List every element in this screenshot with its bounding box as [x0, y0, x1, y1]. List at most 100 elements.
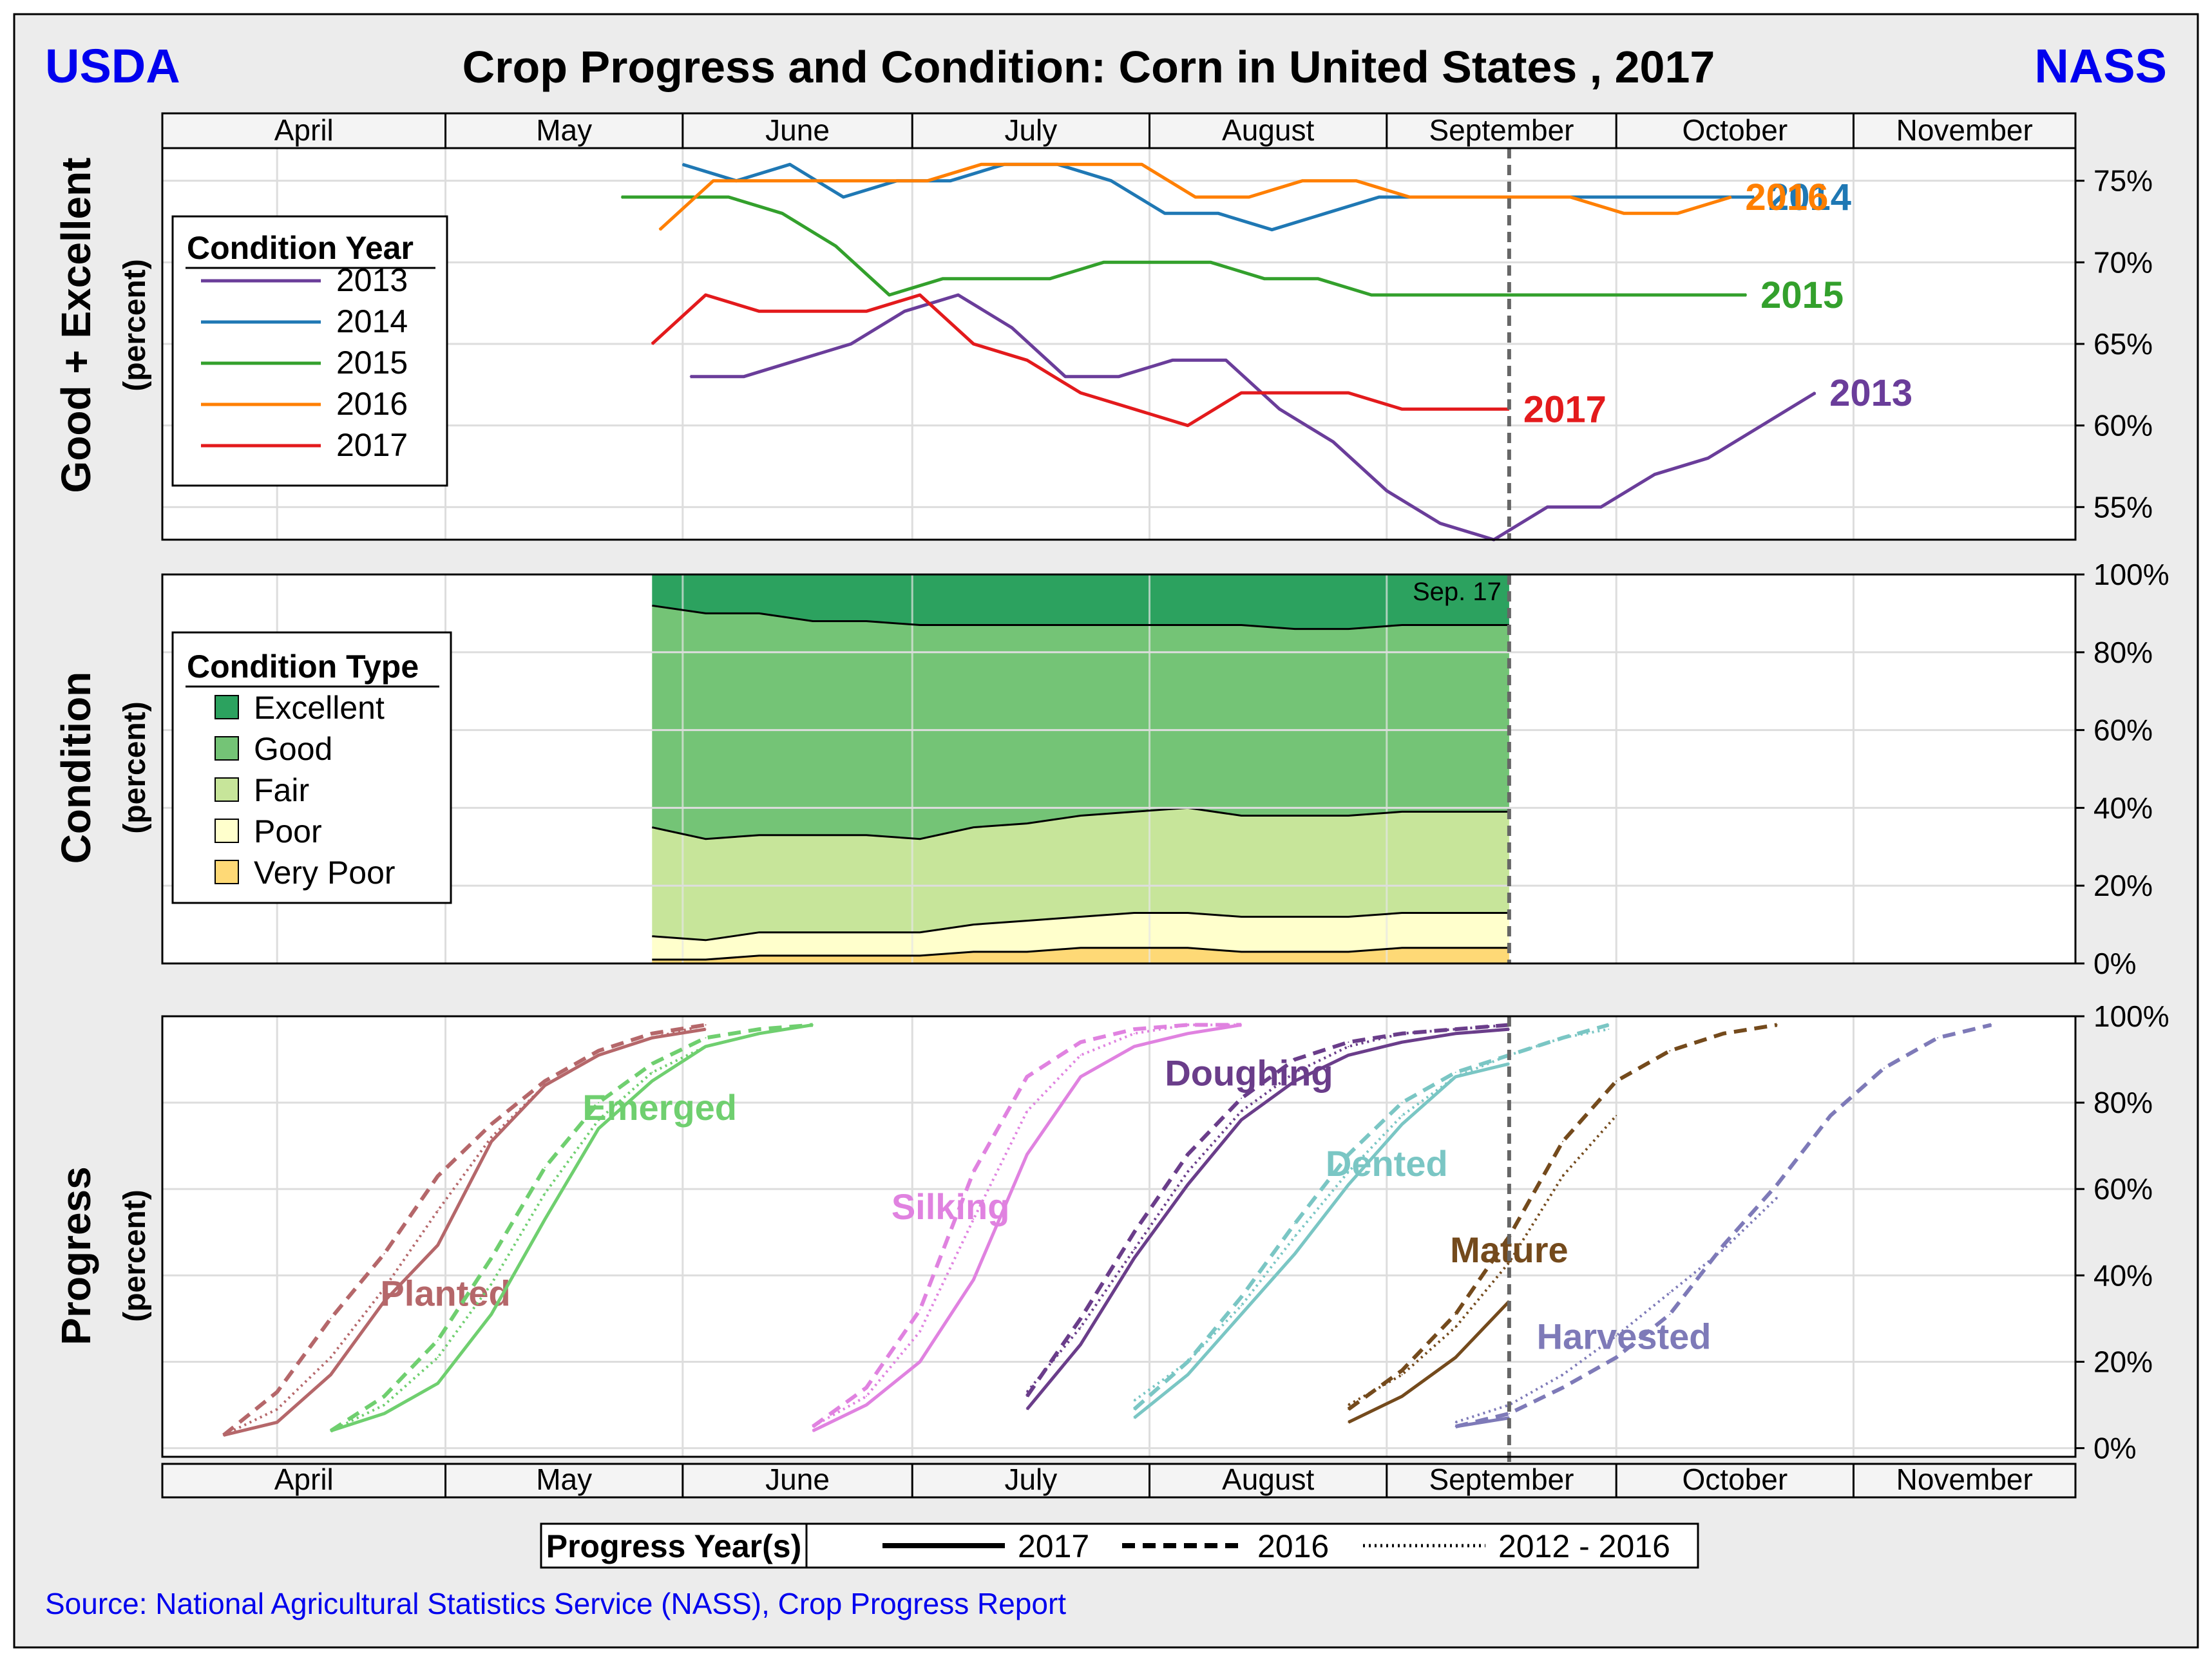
prog-point-mature — [1348, 1408, 1349, 1410]
condition-type-legend-box — [171, 631, 452, 904]
prog-point-emerged — [437, 1339, 439, 1341]
bottom-month-label-november: November — [1896, 1463, 2033, 1496]
prog-point-dented — [1187, 1361, 1188, 1363]
prog-point-emerged — [651, 1063, 653, 1065]
prog-point-harvested — [1454, 1426, 1456, 1428]
ge-point-2015 — [1585, 294, 1587, 296]
prog-line-emerged-s2012_2016 — [330, 1023, 814, 1432]
prog-point-doughing — [1348, 1045, 1349, 1047]
ge-point-2013 — [689, 375, 691, 377]
cond-ytick-label: 40% — [2093, 791, 2153, 824]
ge-point-2016 — [766, 180, 768, 182]
prog-point-emerged — [383, 1412, 385, 1414]
ge-point-2016 — [712, 180, 714, 182]
prog-point-emerged — [383, 1396, 385, 1398]
prog-ytick-label: 40% — [2093, 1258, 2153, 1292]
prog-point-harvested — [1722, 1249, 1724, 1251]
condition-type-legend-swatch-good — [215, 736, 239, 761]
bottom-month-label-august: August — [1222, 1463, 1314, 1496]
prog-point-dented — [1241, 1305, 1243, 1307]
prog-line-dented-s2012_2016 — [1133, 1028, 1609, 1402]
prog-point-emerged — [490, 1257, 492, 1259]
ge-point-2014 — [1378, 196, 1380, 198]
prog-stage-label-planted: Planted — [380, 1273, 510, 1313]
top-month-label-october: October — [1683, 113, 1788, 147]
prog-point-mature — [1616, 1080, 1617, 1082]
prog-point-emerged — [758, 1032, 760, 1034]
ge-point-2016 — [1355, 180, 1357, 182]
prog-point-emerged — [544, 1218, 546, 1220]
prog-point-doughing — [1187, 1153, 1188, 1155]
ge-point-2017 — [1187, 424, 1188, 426]
prog-point-doughing — [1080, 1318, 1082, 1320]
ge-point-2017 — [758, 310, 760, 312]
ge-point-2013 — [904, 310, 906, 312]
prog-point-silking — [1026, 1153, 1028, 1155]
ge-point-2015 — [1531, 294, 1533, 296]
prog-point-silking — [1241, 1024, 1243, 1026]
prog-point-planted — [437, 1209, 439, 1211]
ge-point-2014 — [1111, 180, 1112, 182]
prog-point-doughing — [1133, 1257, 1135, 1259]
bottom-month-label-april: April — [274, 1463, 334, 1496]
progress-year-legend-box — [540, 1522, 1699, 1569]
prog-point-mature — [1776, 1024, 1778, 1026]
good-excellent-axis-unit: (percent) — [118, 259, 152, 391]
progress-year-legend-label-1: 2016 — [1257, 1528, 1329, 1564]
progress-year-legend: Progress Year(s) 2017 2016 2012 - 2016 — [540, 1522, 1699, 1569]
ge-point-2017 — [651, 343, 653, 345]
prog-point-planted — [598, 1054, 600, 1056]
ge-point-2013 — [797, 359, 799, 361]
prog-point-emerged — [330, 1430, 332, 1432]
prog-point-doughing — [1294, 1059, 1296, 1061]
ge-point-2013 — [1707, 457, 1709, 459]
cond-boundary-fair — [651, 806, 1509, 840]
prog-point-silking — [919, 1309, 921, 1311]
prog-point-silking — [919, 1331, 921, 1332]
ge-end-label-2015: 2015 — [1760, 274, 1844, 316]
ge-point-2016 — [1087, 164, 1089, 166]
ge-point-2014 — [1592, 196, 1594, 198]
prog-border — [161, 1015, 2077, 1458]
ge-point-2015 — [1210, 261, 1212, 263]
ge-point-2013 — [1600, 506, 1602, 508]
top-month-axis: April May June July August September October No… — [161, 112, 2077, 149]
prog-point-silking — [1080, 1041, 1082, 1043]
ge-point-2017 — [1241, 392, 1243, 393]
cond-ytick-label: 0% — [2093, 947, 2136, 980]
top-month-frame — [161, 112, 2077, 149]
prog-point-silking — [812, 1426, 814, 1428]
prog-point-doughing — [1508, 1029, 1510, 1030]
progress-panel: 0% 20% 40% 60% 80% 100% Planted Emerged Silking D… — [161, 1000, 2169, 1465]
prog-point-emerged — [383, 1404, 385, 1406]
progress-axis-title: Progress — [53, 1166, 99, 1345]
prog-point-emerged — [437, 1356, 439, 1358]
prog-line-mature-s2016 — [1347, 1023, 1778, 1411]
ge-point-2017 — [812, 310, 814, 312]
ge-point-2015 — [1156, 261, 1158, 263]
prog-point-doughing — [1241, 1097, 1243, 1099]
prog-point-planted — [223, 1434, 225, 1436]
condition-year-legend-box — [171, 215, 448, 487]
condition-type-legend-label-fair: Fair — [254, 772, 309, 808]
nass-label: NASS — [2034, 39, 2167, 93]
prog-point-emerged — [437, 1383, 439, 1384]
prog-ytick-label: 80% — [2093, 1086, 2153, 1119]
ge-point-2015 — [674, 196, 676, 198]
prog-point-harvested — [1454, 1421, 1456, 1423]
prog-point-doughing — [1026, 1408, 1028, 1410]
ge-point-2013 — [1439, 522, 1441, 524]
ge-point-2016 — [1569, 196, 1571, 198]
prog-plot-area — [162, 1016, 2075, 1457]
ge-end-label-2014: 2014 — [1768, 176, 1851, 218]
prog-ytick-label: 20% — [2093, 1345, 2153, 1378]
condition-type-legend-title: Condition Type — [187, 649, 419, 685]
prog-point-harvested — [1829, 1115, 1831, 1117]
ge-point-2014 — [1699, 196, 1701, 198]
prog-point-mature — [1401, 1369, 1403, 1371]
prog-point-harvested — [1883, 1067, 1885, 1069]
ge-point-2014 — [1324, 213, 1326, 214]
prog-point-emerged — [544, 1192, 546, 1194]
